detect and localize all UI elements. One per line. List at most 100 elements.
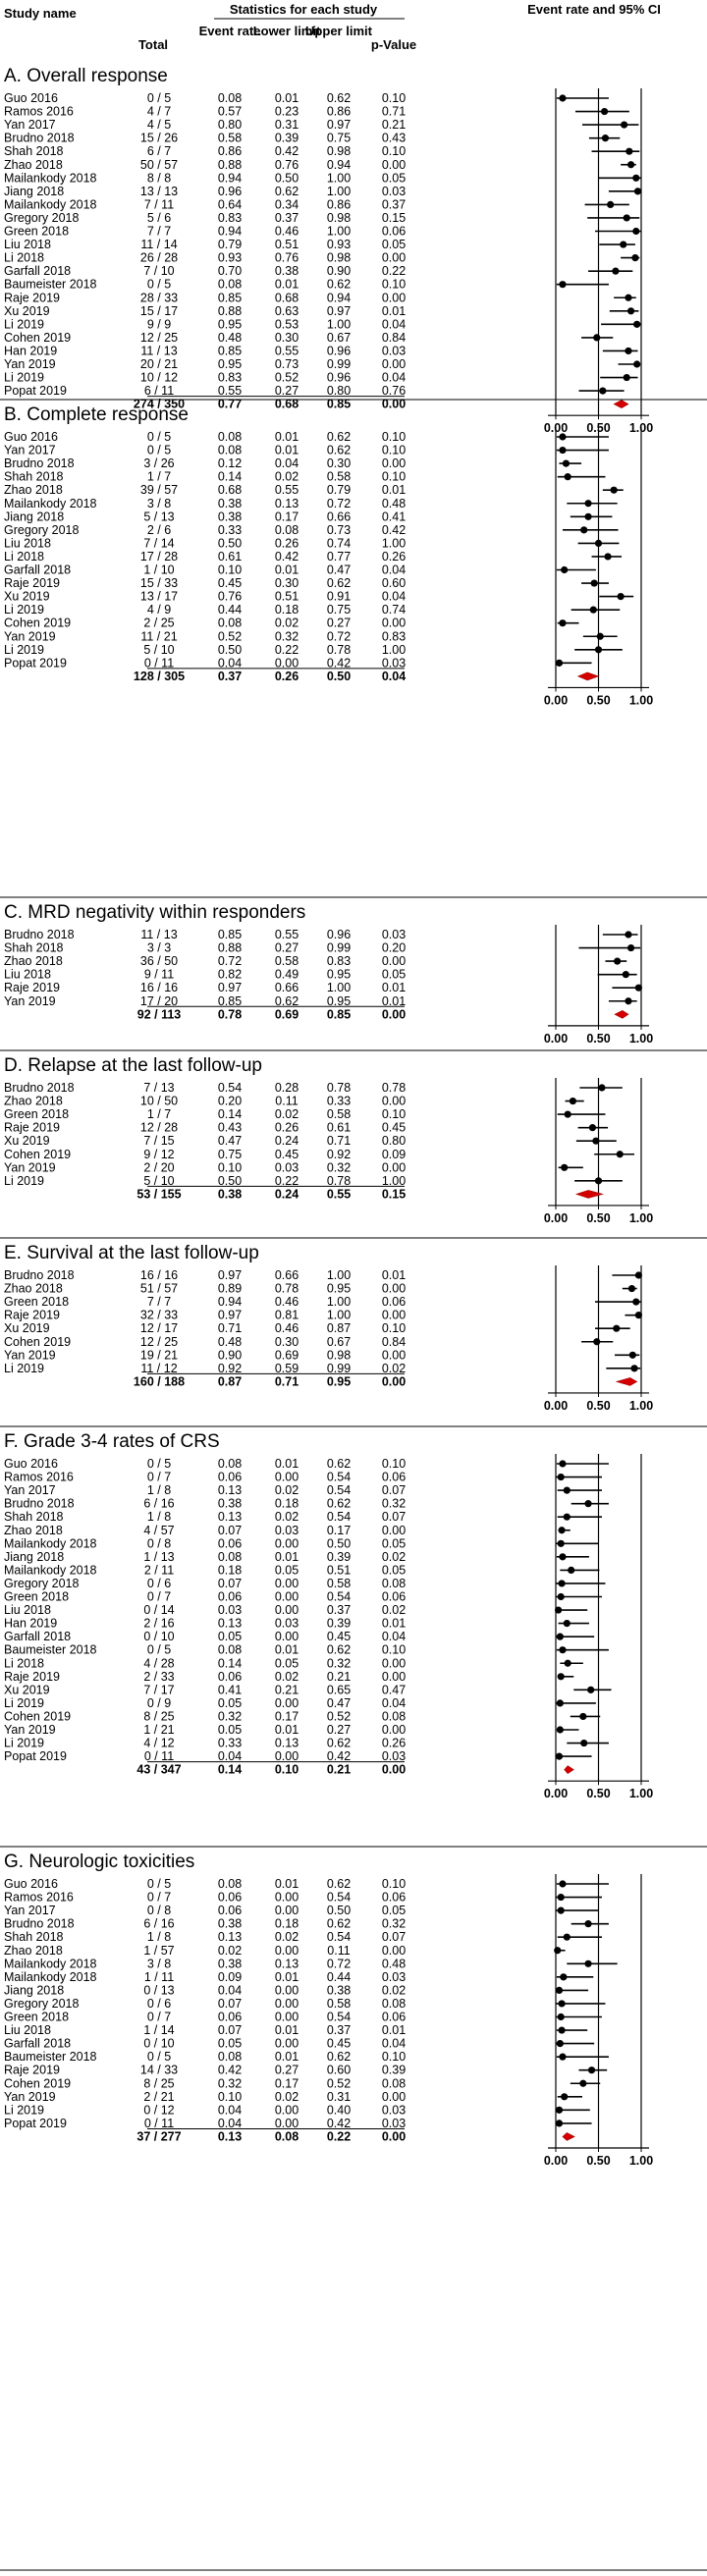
forest-section: E. Survival at the last follow-up 0.00 0.5… bbox=[0, 1237, 707, 1413]
study-upper-limit: 1.00 bbox=[327, 225, 351, 239]
study-lower-limit: 0.01 bbox=[275, 91, 299, 105]
x-tick-label: 0.50 bbox=[586, 1787, 610, 1800]
forest-sections: A. Overall response 0.00 0.50 1.00 Guo 2016 0… bbox=[0, 66, 707, 2571]
header-stats-group: Statistics for each study bbox=[230, 2, 378, 17]
study-upper-limit: 0.86 bbox=[327, 197, 351, 211]
study-row: Yan 2017 1 / 8 0.13 0.02 0.54 0.07 bbox=[4, 1483, 602, 1497]
study-row: Brudno 2018 6 / 16 0.38 0.18 0.62 0.32 bbox=[4, 1497, 609, 1511]
study-lower-limit: 0.01 bbox=[275, 1723, 299, 1737]
study-p-value: 0.01 bbox=[382, 483, 406, 497]
study-upper-limit: 0.54 bbox=[327, 1891, 351, 1905]
study-total: 20 / 21 bbox=[140, 357, 178, 371]
point-estimate bbox=[563, 1513, 571, 1521]
study-lower-limit: 0.28 bbox=[275, 1081, 299, 1095]
study-p-value: 0.07 bbox=[382, 1930, 406, 1944]
study-lower-limit: 0.69 bbox=[275, 1348, 299, 1362]
study-event-rate: 0.12 bbox=[218, 456, 242, 470]
study-p-value: 0.07 bbox=[382, 1483, 406, 1497]
study-p-value: 0.06 bbox=[382, 1295, 406, 1309]
study-lower-limit: 0.81 bbox=[275, 1309, 299, 1322]
study-row: Garfall 2018 0 / 10 0.05 0.00 0.45 0.04 bbox=[4, 2037, 595, 2051]
study-total: 0 / 11 bbox=[144, 656, 174, 670]
study-name: Li 2018 bbox=[4, 550, 44, 564]
study-row: Shah 2018 1 / 8 0.13 0.02 0.54 0.07 bbox=[4, 1930, 602, 1944]
x-tick-label: 1.00 bbox=[629, 2154, 653, 2168]
point-estimate bbox=[627, 1284, 636, 1293]
study-row: Zhao 2018 51 / 57 0.89 0.78 0.95 0.00 bbox=[4, 1282, 637, 1296]
study-lower-limit: 0.30 bbox=[275, 576, 299, 590]
pooled-upper-limit: 0.21 bbox=[327, 1763, 351, 1777]
study-name: Han 2019 bbox=[4, 1617, 57, 1631]
study-name: Garfall 2018 bbox=[4, 264, 71, 278]
study-row: Raje 2019 16 / 16 0.97 0.66 1.00 0.01 bbox=[4, 981, 642, 994]
pooled-p-value: 0.00 bbox=[382, 1007, 406, 1021]
x-tick-label: 0.50 bbox=[586, 693, 610, 707]
study-row: Yan 2019 20 / 21 0.95 0.73 0.99 0.00 bbox=[4, 357, 641, 371]
study-row: Guo 2016 0 / 5 0.08 0.01 0.62 0.10 bbox=[4, 430, 609, 444]
point-estimate bbox=[559, 433, 567, 441]
study-lower-limit: 0.00 bbox=[275, 1944, 299, 1958]
study-name: Li 2019 bbox=[4, 371, 44, 385]
study-p-value: 0.05 bbox=[382, 238, 406, 251]
study-upper-limit: 0.60 bbox=[327, 2064, 351, 2077]
study-row: Yan 2019 19 / 21 0.90 0.69 0.98 0.00 bbox=[4, 1348, 640, 1362]
study-total: 32 / 33 bbox=[140, 1309, 178, 1322]
study-name: Raje 2019 bbox=[4, 576, 60, 590]
point-estimate bbox=[599, 387, 607, 395]
study-upper-limit: 0.79 bbox=[327, 483, 351, 497]
section-title: G. Neurologic toxicities bbox=[4, 1852, 194, 1872]
study-row: Li 2019 5 / 10 0.50 0.22 0.78 1.00 bbox=[4, 643, 623, 657]
study-lower-limit: 0.27 bbox=[275, 384, 299, 398]
study-upper-limit: 1.00 bbox=[327, 1268, 351, 1282]
study-lower-limit: 0.00 bbox=[275, 1696, 299, 1710]
pooled-row: 37 / 277 0.13 0.08 0.22 0.00 bbox=[136, 2127, 575, 2143]
study-name: Yan 2019 bbox=[4, 1348, 56, 1362]
study-upper-limit: 0.83 bbox=[327, 954, 351, 968]
study-row: Xu 2019 7 / 17 0.41 0.21 0.65 0.47 bbox=[4, 1683, 612, 1696]
pooled-row: 274 / 350 0.77 0.68 0.85 0.00 bbox=[134, 396, 629, 411]
point-estimate bbox=[610, 486, 618, 494]
study-lower-limit: 0.62 bbox=[275, 994, 299, 1008]
study-total: 0 / 9 bbox=[147, 1696, 171, 1710]
pooled-total: 37 / 277 bbox=[136, 2129, 181, 2143]
study-name: Li 2019 bbox=[4, 2103, 44, 2117]
forest-section: B. Complete response 0.00 0.50 1.00 Guo 2016… bbox=[0, 399, 707, 707]
study-total: 9 / 12 bbox=[143, 1148, 174, 1161]
study-total: 0 / 7 bbox=[147, 2011, 171, 2024]
study-p-value: 0.01 bbox=[382, 981, 406, 994]
study-p-value: 0.00 bbox=[382, 456, 406, 470]
study-lower-limit: 0.00 bbox=[275, 1630, 299, 1643]
point-estimate bbox=[625, 347, 632, 355]
study-name: Baumeister 2018 bbox=[4, 278, 97, 292]
point-estimate bbox=[568, 1566, 575, 1574]
point-estimate bbox=[633, 188, 642, 195]
pooled-total: 128 / 305 bbox=[134, 670, 185, 683]
study-upper-limit: 0.96 bbox=[327, 928, 351, 941]
study-total: 17 / 28 bbox=[140, 550, 178, 564]
study-name: Gregory 2018 bbox=[4, 211, 79, 225]
study-lower-limit: 0.02 bbox=[275, 1670, 299, 1684]
study-lower-limit: 0.18 bbox=[275, 603, 299, 617]
point-estimate bbox=[555, 1752, 564, 1760]
study-name: Yan 2017 bbox=[4, 1483, 56, 1497]
study-name: Zhao 2018 bbox=[4, 1524, 63, 1537]
study-name: Cohen 2019 bbox=[4, 617, 71, 630]
study-upper-limit: 0.62 bbox=[327, 1457, 351, 1471]
pooled-upper-limit: 0.55 bbox=[327, 1187, 351, 1201]
study-upper-limit: 0.54 bbox=[327, 1590, 351, 1604]
point-estimate bbox=[616, 1151, 624, 1158]
study-event-rate: 0.44 bbox=[218, 603, 242, 617]
study-row: Brudno 2018 6 / 16 0.38 0.18 0.62 0.32 bbox=[4, 1917, 609, 1931]
study-lower-limit: 0.01 bbox=[275, 564, 299, 577]
point-estimate bbox=[620, 241, 627, 248]
study-event-rate: 0.38 bbox=[218, 510, 242, 523]
study-total: 12 / 17 bbox=[140, 1321, 178, 1335]
study-row: Brudno 2018 7 / 13 0.54 0.28 0.78 0.78 bbox=[4, 1081, 623, 1095]
study-event-rate: 0.88 bbox=[218, 941, 242, 955]
study-event-rate: 0.57 bbox=[218, 105, 242, 119]
study-row: Xu 2019 15 / 17 0.88 0.63 0.97 0.01 bbox=[4, 304, 639, 318]
study-lower-limit: 0.63 bbox=[275, 304, 299, 318]
point-estimate bbox=[589, 606, 597, 614]
study-event-rate: 0.04 bbox=[218, 1749, 242, 1763]
study-name: Zhao 2018 bbox=[4, 1282, 63, 1296]
